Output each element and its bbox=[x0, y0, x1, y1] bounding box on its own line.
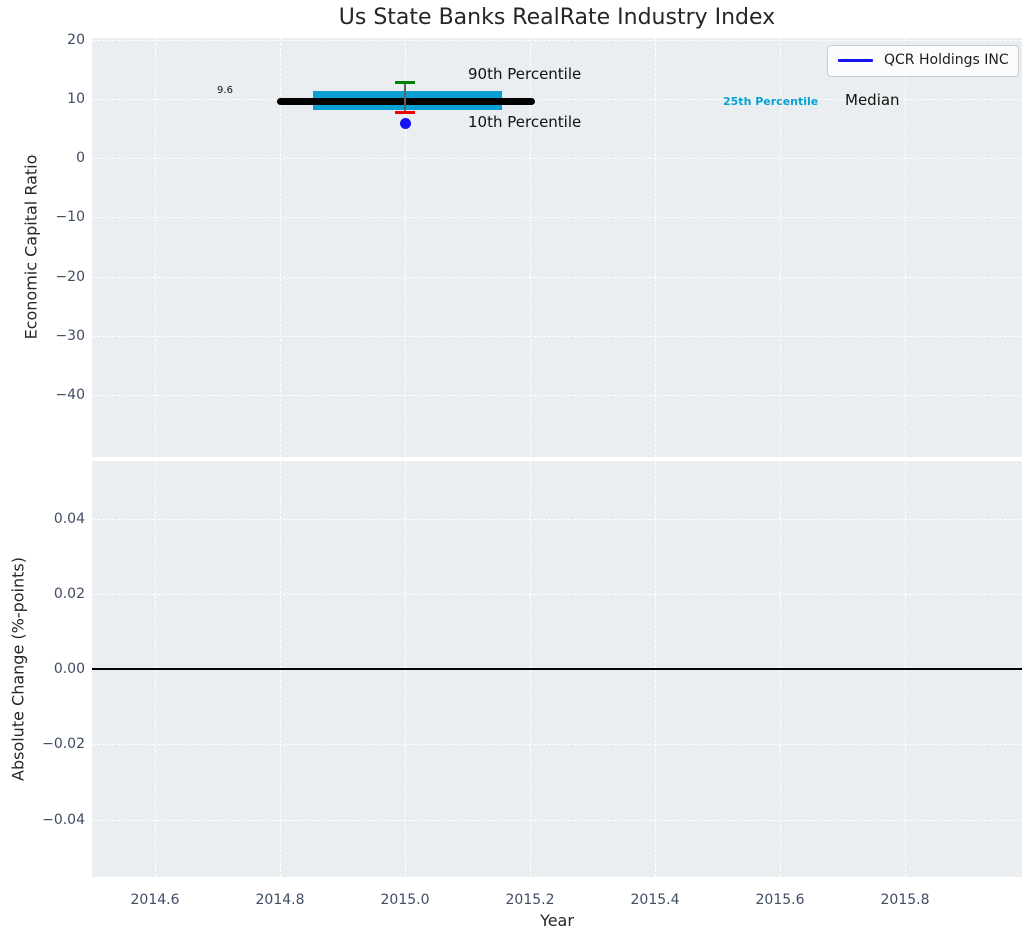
gridline-x-2015.4 bbox=[655, 38, 656, 457]
ytick-bot-0.04: 0.04 bbox=[53, 511, 85, 527]
legend: QCR Holdings INC bbox=[827, 45, 1019, 77]
xtick-2015.6: 2015.6 bbox=[755, 892, 805, 908]
ytick-top--30: −30 bbox=[55, 328, 85, 344]
xtick-2014.8: 2014.8 bbox=[255, 892, 305, 908]
ytick-bot-0.02: 0.02 bbox=[53, 586, 85, 602]
ytick-top--40: −40 bbox=[55, 387, 85, 403]
ytick-top-20: 20 bbox=[67, 32, 85, 48]
gridline-y-0.04 bbox=[92, 519, 1022, 520]
p25-label: 25th Percentile bbox=[723, 95, 819, 108]
chart-title: Us State Banks RealRate Industry Index bbox=[338, 5, 776, 30]
ytick-bot--0.04: −0.04 bbox=[42, 812, 85, 828]
gridline-x-2015.6 bbox=[780, 38, 781, 457]
top-y-axis-label: Economic Capital Ratio bbox=[21, 154, 41, 340]
p10-label: 10th Percentile bbox=[468, 113, 582, 131]
gridline-y--0.02 bbox=[92, 744, 1022, 745]
gridline-y-10 bbox=[92, 99, 1022, 100]
legend-line-swatch bbox=[838, 59, 873, 62]
gridline-y--10 bbox=[92, 217, 1022, 218]
bottom-axes bbox=[92, 461, 1022, 877]
company-data-point bbox=[400, 118, 411, 129]
gridline-y--30 bbox=[92, 336, 1022, 337]
p90-marker bbox=[395, 81, 415, 84]
ytick-top-0: 0 bbox=[76, 150, 85, 166]
p90-label: 90th Percentile bbox=[468, 65, 582, 83]
gridline-x-2015.2 bbox=[530, 38, 531, 457]
xtick-2015.0: 2015.0 bbox=[380, 892, 430, 908]
p10-marker bbox=[395, 111, 415, 114]
median-value-label: 9.6 bbox=[217, 85, 233, 96]
xtick-2015.2: 2015.2 bbox=[505, 892, 555, 908]
gridline-x-2015.0 bbox=[405, 38, 406, 457]
zero-change-line bbox=[92, 668, 1022, 670]
median-text-label: Median bbox=[845, 91, 900, 109]
bottom-y-axis-label: Absolute Change (%-points) bbox=[8, 557, 28, 781]
xtick-2015.8: 2015.8 bbox=[880, 892, 930, 908]
gridline-y--20 bbox=[92, 277, 1022, 278]
gridline-y--0.04 bbox=[92, 820, 1022, 821]
gridline-y-20 bbox=[92, 40, 1022, 41]
xtick-2015.4: 2015.4 bbox=[630, 892, 680, 908]
ytick-top-10: 10 bbox=[67, 91, 85, 107]
ytick-bot-0.00: 0.00 bbox=[53, 661, 85, 677]
gridline-x-2015.8 bbox=[905, 38, 906, 457]
median-line bbox=[277, 98, 535, 105]
gridline-y-0 bbox=[92, 158, 1022, 159]
gridline-y--40 bbox=[92, 395, 1022, 396]
gridline-x-2014.6 bbox=[155, 38, 156, 457]
gridline-y-0.02 bbox=[92, 594, 1022, 595]
gridline-x-2014.8 bbox=[280, 38, 281, 457]
ytick-top--20: −20 bbox=[55, 269, 85, 285]
ytick-bot--0.02: −0.02 bbox=[42, 736, 85, 752]
x-axis-label: Year bbox=[540, 911, 574, 930]
xtick-2014.6: 2014.6 bbox=[130, 892, 180, 908]
top-axes: 9.6 90th Percentile 10th Percentile 25th… bbox=[92, 38, 1022, 457]
legend-label: QCR Holdings INC bbox=[884, 52, 1009, 68]
ytick-top--10: −10 bbox=[55, 209, 85, 225]
percentile-whisker-line bbox=[404, 83, 406, 113]
